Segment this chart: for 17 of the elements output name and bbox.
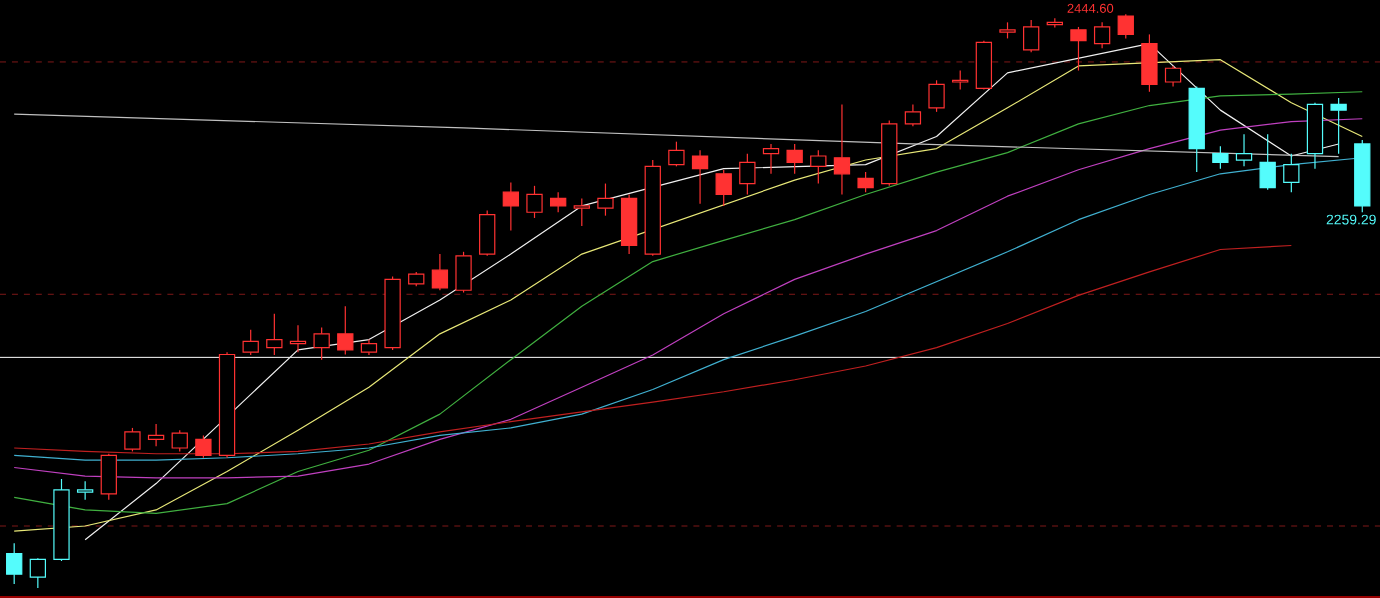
candlestick [431,253,449,291]
candlestick [691,149,709,205]
candlestick [1093,21,1111,49]
candlestick [1306,102,1324,170]
candlestick [762,143,780,175]
candlestick [1235,133,1253,167]
candlestick [1164,65,1182,88]
candlestick [76,480,94,501]
candlestick [833,103,851,196]
candlestick [360,338,378,356]
candlestick [620,193,638,255]
candlestick [218,351,236,459]
candlestick [904,103,922,127]
candlestick [975,40,993,89]
candlestick [147,423,165,447]
candlestick [1070,26,1087,72]
candlestick [502,181,520,232]
